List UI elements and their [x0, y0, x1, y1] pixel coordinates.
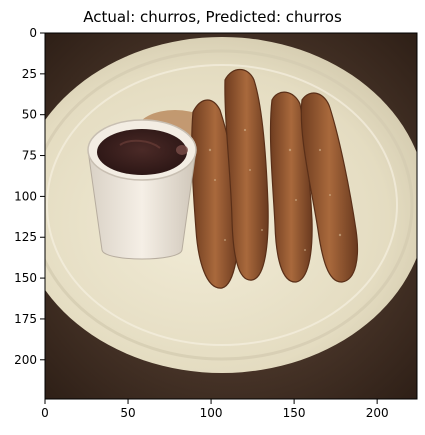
- y-tick-label: 25: [22, 67, 37, 81]
- x-tick-label: 0: [41, 406, 49, 420]
- y-tick-label: 0: [29, 26, 37, 40]
- churro-4: [300, 92, 359, 283]
- churro-1: [191, 99, 240, 289]
- y-tick-label: 150: [14, 271, 37, 285]
- x-tick-label: 50: [120, 406, 135, 420]
- x-tick-label: 150: [283, 406, 306, 420]
- y-tick-label: 175: [14, 312, 37, 326]
- churro-3: [269, 91, 313, 283]
- x-axis: 0 50 100 150 200: [41, 399, 389, 420]
- photo: [45, 33, 417, 399]
- chocolate-cup: [87, 119, 197, 260]
- x-tick-label: 100: [200, 406, 223, 420]
- figure-title: Actual: churros, Predicted: churros: [83, 8, 342, 26]
- y-tick-label: 100: [14, 189, 37, 203]
- churro-2: [224, 68, 269, 281]
- y-tick-label: 75: [22, 149, 37, 163]
- y-tick-label: 50: [22, 108, 37, 122]
- axes-frame: [44, 32, 418, 400]
- x-tick-label: 200: [366, 406, 389, 420]
- y-tick-label: 200: [14, 353, 37, 367]
- chocolate-sauce: [97, 129, 187, 175]
- y-tick-label: 125: [14, 230, 37, 244]
- y-axis: 0 25 50 75 100 125 150 175 200: [14, 26, 45, 367]
